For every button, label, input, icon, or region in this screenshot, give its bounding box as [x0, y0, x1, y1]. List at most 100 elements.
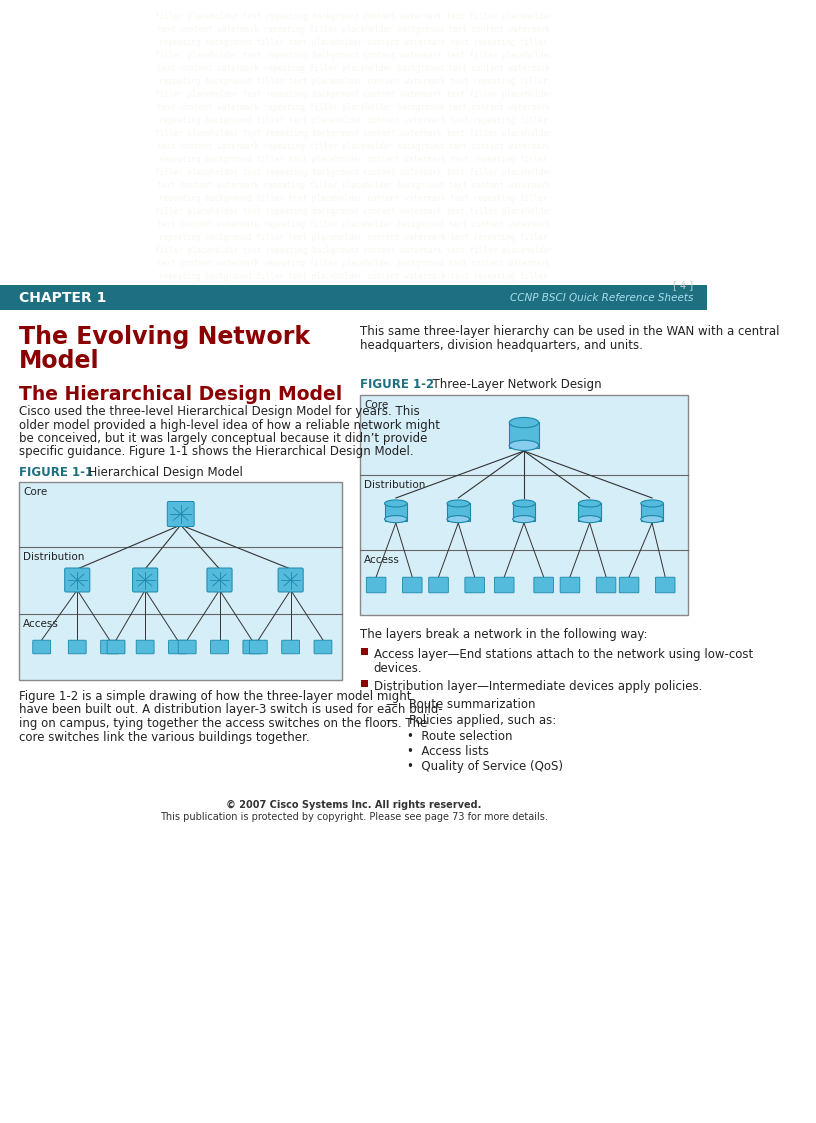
FancyBboxPatch shape: [465, 577, 485, 593]
FancyBboxPatch shape: [314, 640, 332, 654]
Text: Three-Layer Network Design: Three-Layer Network Design: [424, 378, 601, 391]
Ellipse shape: [641, 515, 663, 522]
Text: Cisco used the three-level Hierarchical Design Model for years. This: Cisco used the three-level Hierarchical …: [19, 405, 419, 418]
Text: Core: Core: [364, 400, 388, 410]
Bar: [509, 421, 539, 448]
FancyBboxPatch shape: [211, 640, 228, 654]
FancyBboxPatch shape: [428, 577, 448, 593]
Bar: [361, 648, 367, 655]
Text: FIGURE 1-2: FIGURE 1-2: [360, 378, 434, 391]
Bar: [360, 395, 688, 615]
Text: Access: Access: [24, 619, 60, 629]
FancyBboxPatch shape: [278, 568, 304, 592]
Text: •  Quality of Service (QoS): • Quality of Service (QoS): [407, 760, 563, 773]
Text: text content watermark repeating filler placeholder background text content wate: text content watermark repeating filler …: [157, 25, 550, 34]
FancyBboxPatch shape: [64, 568, 90, 592]
Text: Core: Core: [24, 487, 47, 497]
Text: Access layer—End stations attach to the network using low-cost: Access layer—End stations attach to the …: [374, 648, 753, 661]
Text: filler placeholder text repeating background content watermark text filler place: filler placeholder text repeating backgr…: [155, 51, 552, 60]
Text: •  Access lists: • Access lists: [407, 745, 490, 758]
Text: repeating background filler text placeholder content watermark text repeating fi: repeating background filler text placeho…: [159, 232, 548, 241]
Text: text content watermark repeating filler placeholder background text content wate: text content watermark repeating filler …: [157, 64, 550, 73]
FancyBboxPatch shape: [169, 640, 186, 654]
Text: © 2007 Cisco Systems Inc. All rights reserved.: © 2007 Cisco Systems Inc. All rights res…: [226, 800, 481, 810]
Text: specific guidance. Figure 1-1 shows the Hierarchical Design Model.: specific guidance. Figure 1-1 shows the …: [19, 446, 414, 458]
FancyBboxPatch shape: [366, 577, 386, 593]
Text: Figure 1-2 is a simple drawing of how the three-layer model might: Figure 1-2 is a simple drawing of how th…: [19, 690, 411, 703]
Text: CHAPTER 1: CHAPTER 1: [19, 291, 106, 304]
Ellipse shape: [641, 500, 663, 506]
Text: filler placeholder text repeating background content watermark text filler place: filler placeholder text repeating backgr…: [155, 90, 552, 99]
Text: have been built out. A distribution layer-3 switch is used for each build-: have been built out. A distribution laye…: [19, 703, 443, 716]
Text: repeating background filler text placeholder content watermark text repeating fi: repeating background filler text placeho…: [159, 272, 548, 281]
Text: CCNP BSCI Quick Reference Sheets: CCNP BSCI Quick Reference Sheets: [510, 292, 694, 302]
FancyBboxPatch shape: [243, 640, 261, 654]
Text: Distribution layer—Intermediate devices apply policies.: Distribution layer—Intermediate devices …: [374, 681, 702, 693]
Text: This publication is protected by copyright. Please see page 73 for more details.: This publication is protected by copyrig…: [160, 812, 548, 822]
Text: headquarters, division headquarters, and units.: headquarters, division headquarters, and…: [360, 339, 642, 351]
Text: devices.: devices.: [374, 661, 422, 675]
Text: Access: Access: [364, 555, 400, 565]
Text: repeating background filler text placeholder content watermark text repeating fi: repeating background filler text placeho…: [159, 155, 548, 164]
Text: Model: Model: [19, 349, 100, 373]
Ellipse shape: [579, 500, 601, 506]
Text: —   Route summarization: — Route summarization: [386, 699, 535, 711]
Ellipse shape: [384, 500, 407, 506]
Text: core switches link the various buildings together.: core switches link the various buildings…: [19, 730, 310, 743]
FancyBboxPatch shape: [282, 640, 299, 654]
Text: be conceived, but it was largely conceptual because it didn’t provide: be conceived, but it was largely concept…: [19, 432, 428, 445]
Text: [ 4 ]: [ 4 ]: [673, 280, 694, 290]
Ellipse shape: [447, 515, 469, 522]
Text: repeating background filler text placeholder content watermark text repeating fi: repeating background filler text placeho…: [159, 38, 548, 47]
FancyBboxPatch shape: [167, 502, 194, 527]
Bar: [0, 285, 707, 310]
FancyBboxPatch shape: [207, 568, 232, 592]
Text: text content watermark repeating filler placeholder background text content wate: text content watermark repeating filler …: [157, 141, 550, 150]
Text: repeating background filler text placeholder content watermark text repeating fi: repeating background filler text placeho…: [159, 116, 548, 125]
Text: filler placeholder text repeating background content watermark text filler place: filler placeholder text repeating backgr…: [155, 129, 552, 138]
Text: Hierarchical Design Model: Hierarchical Design Model: [82, 466, 243, 480]
Text: text content watermark repeating filler placeholder background text content wate: text content watermark repeating filler …: [157, 181, 550, 190]
Text: The Hierarchical Design Model: The Hierarchical Design Model: [19, 385, 343, 404]
FancyBboxPatch shape: [655, 577, 675, 593]
Text: text content watermark repeating filler placeholder background text content wate: text content watermark repeating filler …: [157, 259, 550, 268]
Text: older model provided a high-level idea of how a reliable network might: older model provided a high-level idea o…: [19, 419, 440, 431]
Text: The layers break a network in the following way:: The layers break a network in the follow…: [360, 628, 647, 641]
Text: text content watermark repeating filler placeholder background text content wate: text content watermark repeating filler …: [157, 220, 550, 229]
Text: repeating background filler text placeholder content watermark text repeating fi: repeating background filler text placeho…: [159, 194, 548, 203]
FancyBboxPatch shape: [560, 577, 579, 593]
FancyBboxPatch shape: [69, 640, 86, 654]
Text: The Evolving Network: The Evolving Network: [19, 325, 310, 349]
Ellipse shape: [512, 500, 535, 506]
FancyBboxPatch shape: [178, 640, 196, 654]
Text: ing on campus, tying together the access switches on the floors. The: ing on campus, tying together the access…: [19, 716, 428, 730]
FancyBboxPatch shape: [132, 568, 157, 592]
Ellipse shape: [447, 500, 469, 506]
Text: FIGURE 1-1: FIGURE 1-1: [19, 466, 93, 480]
Ellipse shape: [509, 440, 539, 450]
Text: This same three-layer hierarchy can be used in the WAN with a central: This same three-layer hierarchy can be u…: [360, 325, 779, 338]
FancyBboxPatch shape: [619, 577, 639, 593]
Bar: [447, 503, 469, 521]
Text: text content watermark repeating filler placeholder background text content wate: text content watermark repeating filler …: [157, 103, 550, 112]
Bar: [579, 503, 601, 521]
Bar: [19, 482, 343, 681]
Bar: [641, 503, 663, 521]
Text: Distribution: Distribution: [364, 480, 425, 490]
FancyBboxPatch shape: [596, 577, 616, 593]
FancyBboxPatch shape: [136, 640, 154, 654]
Text: •  Route selection: • Route selection: [407, 730, 513, 743]
Bar: [512, 503, 535, 521]
Bar: [361, 681, 367, 687]
Ellipse shape: [579, 515, 601, 522]
Text: repeating background filler text placeholder content watermark text repeating fi: repeating background filler text placeho…: [159, 77, 548, 86]
Bar: [384, 503, 407, 521]
FancyBboxPatch shape: [250, 640, 267, 654]
Text: filler placeholder text repeating background content watermark text filler place: filler placeholder text repeating backgr…: [155, 168, 552, 177]
FancyBboxPatch shape: [402, 577, 422, 593]
FancyBboxPatch shape: [107, 640, 125, 654]
Text: —   Policies applied, such as:: — Policies applied, such as:: [386, 714, 556, 727]
FancyBboxPatch shape: [534, 577, 553, 593]
FancyBboxPatch shape: [100, 640, 118, 654]
Ellipse shape: [512, 515, 535, 522]
